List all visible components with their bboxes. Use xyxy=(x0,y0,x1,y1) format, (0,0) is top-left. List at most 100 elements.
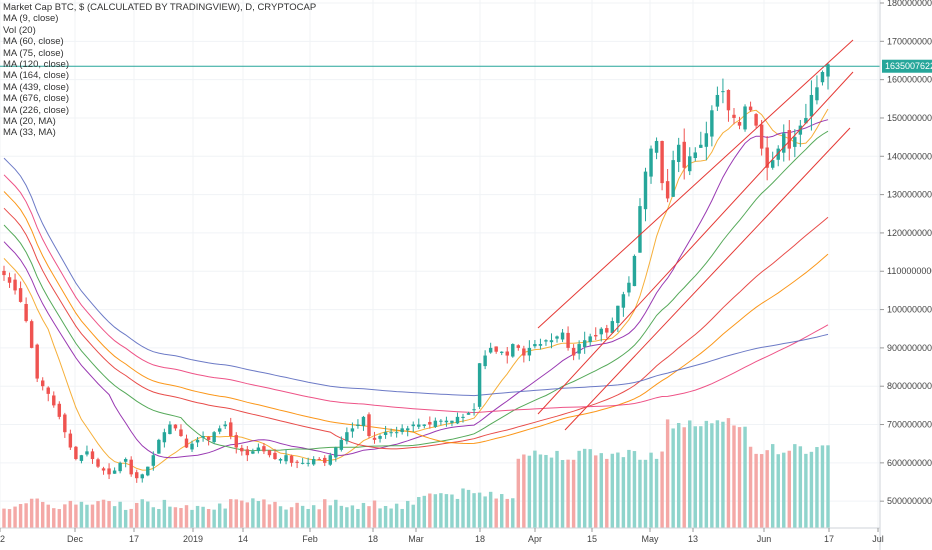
candle-body xyxy=(68,433,73,448)
candle-body xyxy=(417,424,421,427)
channel-line[interactable] xyxy=(537,39,854,329)
x-tick-label: 13 xyxy=(688,534,698,544)
candle-body xyxy=(311,459,316,465)
y-axis[interactable]: 180000000000 170000000000 160000000000 1500… xyxy=(879,0,932,550)
candle-body xyxy=(383,432,388,435)
candle-body xyxy=(776,148,780,160)
candle-body xyxy=(74,446,78,460)
volume-bar xyxy=(776,454,780,528)
volume-bar xyxy=(444,494,449,528)
candle-body xyxy=(2,270,6,276)
candle-body xyxy=(820,71,825,83)
candle-body xyxy=(428,421,432,425)
candlesticks xyxy=(2,62,830,483)
legend-ma-75[interactable]: MA (75, close) xyxy=(3,47,64,59)
legend-ma-20-ma[interactable]: MA (20, MA) xyxy=(3,116,56,128)
candle-body xyxy=(24,303,28,322)
volume-bar xyxy=(162,499,167,528)
volume-bar xyxy=(599,453,603,528)
legend-title[interactable]: Market Cap BTC, $ (CALCULATED BY TRADING… xyxy=(3,2,317,13)
volume-bar xyxy=(317,509,321,528)
x-tick-label: 2019 xyxy=(183,534,203,544)
candle-body xyxy=(256,447,261,452)
volume-bar xyxy=(439,493,443,528)
candle-body xyxy=(13,279,17,291)
volume-bar xyxy=(433,494,438,528)
volume-bar xyxy=(184,505,189,528)
volume-bar xyxy=(417,497,421,528)
candle-body xyxy=(699,144,703,148)
candle-body xyxy=(582,340,587,347)
legend-ma-226[interactable]: MA (226, close) xyxy=(3,104,69,116)
volume-bar xyxy=(101,499,106,528)
volume-bar xyxy=(632,451,637,528)
candle-body xyxy=(267,450,272,456)
volume-bar xyxy=(173,507,178,528)
volume-bar xyxy=(68,500,73,528)
legend-ma-120[interactable]: MA (120, close) xyxy=(3,59,69,71)
candle-body xyxy=(295,461,299,463)
candle-body xyxy=(522,348,526,356)
volume-bar xyxy=(488,491,493,528)
legend-ma-164[interactable]: MA (164, close) xyxy=(3,70,69,82)
volume-bar xyxy=(195,505,200,528)
candle-body xyxy=(748,106,753,111)
candle-body xyxy=(79,455,84,461)
volume-bar xyxy=(267,504,272,528)
legend-ma-439[interactable]: MA (439, close) xyxy=(3,81,69,93)
candle-body xyxy=(173,424,178,429)
x-axis[interactable]: 12 Dec 17 2019 14 Feb 18 Mar 18 Apr 15 May 13 Jun 17 Ju… xyxy=(0,527,884,544)
volume-bar xyxy=(229,499,233,528)
volume-bar xyxy=(483,496,487,528)
volume-bar xyxy=(57,509,62,528)
legend-ma-60[interactable]: MA (60, close) xyxy=(3,36,64,48)
volume-bar xyxy=(361,502,366,528)
trend-channel-lines[interactable] xyxy=(537,39,854,431)
volume-bar xyxy=(151,507,156,528)
candle-body xyxy=(660,141,664,184)
x-tick-label: Mar xyxy=(408,534,424,544)
x-tick-label: May xyxy=(641,534,659,544)
candle-body xyxy=(212,432,216,443)
candle-body xyxy=(372,437,377,440)
price-tag-text: 163500762218 xyxy=(885,61,932,71)
x-tick-label: 14 xyxy=(238,534,248,544)
volume-bar xyxy=(693,426,697,528)
volume-bars xyxy=(2,418,830,528)
candle-body xyxy=(715,94,720,107)
volume-bar xyxy=(461,488,465,528)
candle-body xyxy=(605,328,609,333)
y-tick-label: 60000000000 xyxy=(887,458,932,468)
candle-body xyxy=(135,472,139,479)
volume-bar xyxy=(638,459,642,528)
channel-line[interactable] xyxy=(537,71,854,415)
volume-bar xyxy=(295,502,299,528)
candle-body xyxy=(455,416,460,424)
volume-bar xyxy=(643,459,648,528)
candle-body xyxy=(533,344,537,347)
candle-body xyxy=(411,424,415,427)
candle-body xyxy=(400,428,404,433)
volume-bar xyxy=(405,500,410,528)
legend-ma-676[interactable]: MA (676, close) xyxy=(3,93,69,105)
legend-ma-33-ma[interactable]: MA (33, MA) xyxy=(3,127,56,139)
candle-body xyxy=(129,459,133,475)
volume-bar xyxy=(555,450,559,528)
volume-bar xyxy=(737,427,742,528)
candle-body xyxy=(688,156,692,172)
candle-body xyxy=(300,462,305,464)
candle-body xyxy=(107,468,111,475)
candle-body xyxy=(46,387,50,394)
volume-bar xyxy=(278,506,283,528)
candle-body xyxy=(754,114,758,126)
legend-vol-20[interactable]: Vol (20) xyxy=(3,24,36,36)
legend-ma-9[interactable]: MA (9, close) xyxy=(3,13,59,25)
channel-line[interactable] xyxy=(564,127,851,431)
volume-bar xyxy=(770,444,775,528)
candle-body xyxy=(671,160,675,197)
volume-bar xyxy=(682,427,686,528)
volume-bar xyxy=(721,421,725,528)
volume-bar xyxy=(206,509,211,528)
candle-body xyxy=(649,148,653,177)
